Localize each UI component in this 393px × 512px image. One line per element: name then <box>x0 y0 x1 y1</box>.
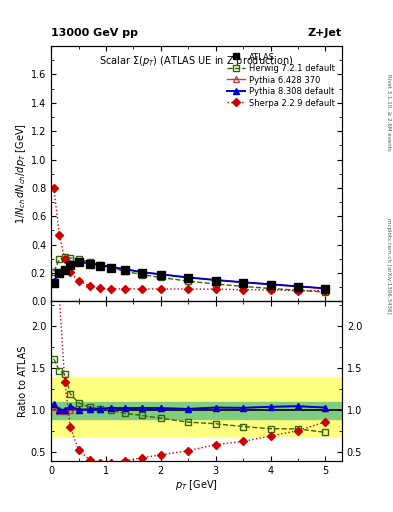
Bar <box>51 377 342 436</box>
Text: Z+Jet: Z+Jet <box>308 28 342 38</box>
Legend: ATLAS, Herwig 7.2.1 default, Pythia 6.428 370, Pythia 8.308 default, Sherpa 2.2.: ATLAS, Herwig 7.2.1 default, Pythia 6.42… <box>224 50 338 110</box>
Y-axis label: Ratio to ATLAS: Ratio to ATLAS <box>18 346 28 417</box>
Bar <box>51 402 342 419</box>
Text: 13000 GeV pp: 13000 GeV pp <box>51 28 138 38</box>
Text: Scalar $\Sigma(p_{T})$ (ATLAS UE in Z production): Scalar $\Sigma(p_{T})$ (ATLAS UE in Z pr… <box>99 54 294 68</box>
Text: mcplots.cern.ch [arXiv:1306.3436]: mcplots.cern.ch [arXiv:1306.3436] <box>386 219 391 314</box>
Text: Rivet 3.1.10, ≥ 2.6M events: Rivet 3.1.10, ≥ 2.6M events <box>386 74 391 151</box>
X-axis label: $p_T$ [GeV]: $p_T$ [GeV] <box>175 478 218 493</box>
Y-axis label: $1/N_{ch}\, dN_{ch}/dp_{T}$ [GeV]: $1/N_{ch}\, dN_{ch}/dp_{T}$ [GeV] <box>14 123 28 224</box>
